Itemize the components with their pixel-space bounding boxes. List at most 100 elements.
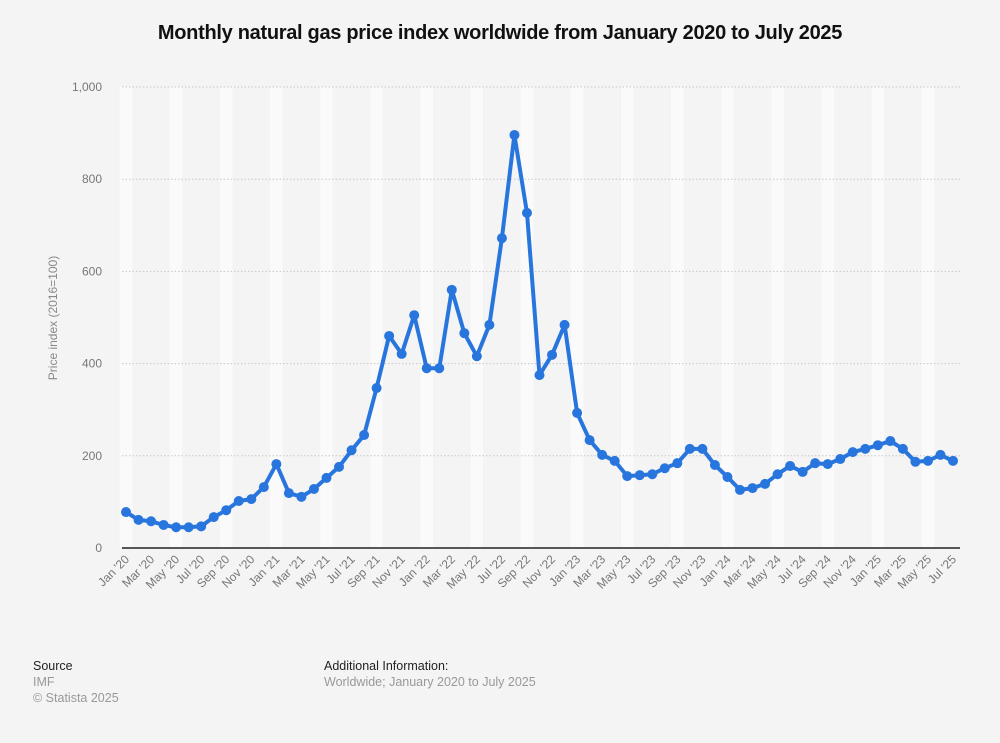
background-band: [144, 87, 158, 548]
data-point[interactable]: [722, 472, 733, 483]
data-point[interactable]: [847, 447, 858, 458]
data-point[interactable]: [146, 516, 157, 527]
data-point[interactable]: [121, 507, 131, 518]
data-point[interactable]: [885, 436, 896, 447]
data-point[interactable]: [459, 328, 470, 339]
data-point[interactable]: [421, 363, 432, 374]
data-point[interactable]: [910, 456, 921, 467]
data-point[interactable]: [935, 449, 946, 460]
data-point[interactable]: [572, 407, 583, 418]
background-band: [896, 87, 910, 548]
data-point[interactable]: [158, 519, 169, 530]
additional-info-heading: Additional Information:: [324, 659, 449, 673]
data-point[interactable]: [622, 471, 633, 482]
background-band: [445, 87, 459, 548]
data-point[interactable]: [271, 459, 282, 470]
data-point[interactable]: [359, 430, 370, 441]
data-point[interactable]: [196, 521, 207, 532]
data-point[interactable]: [371, 383, 382, 394]
data-point[interactable]: [434, 363, 445, 374]
background-band: [846, 87, 860, 548]
data-point[interactable]: [446, 284, 457, 295]
data-point[interactable]: [246, 494, 257, 505]
data-point[interactable]: [496, 233, 507, 244]
y-tick-label: 400: [82, 357, 102, 371]
additional-info-block: Additional Information: Worldwide; Janua…: [324, 658, 536, 690]
data-point[interactable]: [296, 491, 307, 502]
data-point[interactable]: [672, 458, 683, 469]
data-point[interactable]: [948, 455, 958, 466]
data-point[interactable]: [647, 469, 658, 480]
background-band: [169, 87, 183, 548]
background-band: [821, 87, 834, 548]
data-point[interactable]: [584, 435, 595, 446]
data-point[interactable]: [547, 349, 558, 360]
background-band: [470, 87, 484, 548]
background-band: [245, 87, 258, 548]
background-band: [746, 87, 759, 548]
data-point[interactable]: [283, 488, 294, 499]
data-point[interactable]: [221, 505, 232, 516]
data-point[interactable]: [183, 522, 194, 533]
data-point[interactable]: [258, 482, 269, 493]
additional-info-text: Worldwide; January 2020 to July 2025: [324, 675, 536, 689]
data-point[interactable]: [484, 319, 495, 330]
background-band: [921, 87, 935, 548]
data-point[interactable]: [772, 469, 783, 480]
data-point[interactable]: [709, 460, 720, 471]
data-point[interactable]: [922, 455, 933, 466]
data-point[interactable]: [697, 443, 708, 454]
chart-title: Monthly natural gas price index worldwid…: [157, 22, 843, 44]
data-point[interactable]: [860, 443, 871, 454]
data-point[interactable]: [208, 512, 219, 523]
data-point[interactable]: [810, 458, 821, 469]
data-point[interactable]: [471, 351, 482, 362]
background-band: [320, 87, 333, 548]
copyright: © Statista 2025: [33, 691, 119, 705]
data-point[interactable]: [822, 459, 833, 470]
background-band: [194, 87, 208, 548]
background-band: [119, 87, 133, 548]
background-band: [871, 87, 885, 548]
data-point[interactable]: [747, 483, 758, 494]
data-point[interactable]: [634, 470, 645, 481]
y-tick-label: 200: [82, 449, 102, 463]
data-point[interactable]: [346, 445, 357, 456]
y-tick-label: 600: [82, 264, 102, 278]
data-point[interactable]: [785, 460, 796, 471]
data-point[interactable]: [171, 522, 182, 533]
data-point[interactable]: [835, 454, 846, 465]
background-band: [595, 87, 609, 548]
data-point[interactable]: [308, 483, 319, 494]
data-point[interactable]: [534, 370, 545, 381]
data-point[interactable]: [659, 463, 670, 474]
data-point[interactable]: [509, 129, 520, 140]
data-point[interactable]: [609, 455, 620, 466]
background-band: [646, 87, 659, 548]
background-band: [721, 87, 734, 548]
source-block: Source IMF © Statista 2025: [33, 658, 119, 706]
data-point[interactable]: [384, 330, 395, 341]
background-band: [420, 87, 433, 548]
data-point[interactable]: [797, 466, 808, 477]
data-point[interactable]: [559, 319, 570, 330]
source-heading: Source: [33, 659, 73, 673]
data-point[interactable]: [521, 207, 532, 218]
data-point[interactable]: [760, 478, 771, 489]
data-point[interactable]: [334, 461, 345, 472]
data-point[interactable]: [133, 514, 144, 525]
data-point[interactable]: [597, 449, 608, 460]
data-point[interactable]: [396, 348, 407, 359]
data-point[interactable]: [897, 443, 908, 454]
data-point[interactable]: [409, 310, 420, 321]
y-axis-ticks: 0 200 400 600 800 1,000: [72, 80, 102, 555]
data-point[interactable]: [684, 443, 695, 454]
y-tick-label: 1,000: [72, 80, 102, 94]
data-point[interactable]: [233, 495, 244, 506]
data-point[interactable]: [321, 472, 332, 483]
x-tick-label: Jul '25: [925, 552, 959, 586]
background-band: [395, 87, 408, 548]
data-point[interactable]: [872, 440, 883, 451]
data-point[interactable]: [734, 484, 745, 495]
background-band: [370, 87, 383, 548]
